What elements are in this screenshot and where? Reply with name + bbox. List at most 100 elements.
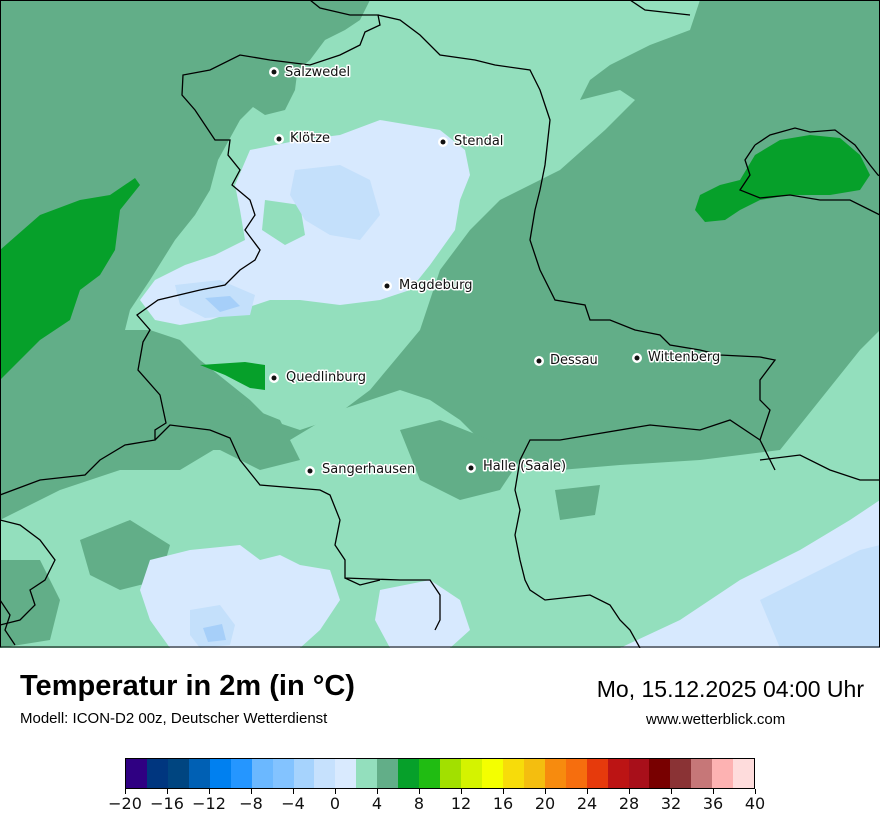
field-2-4-pocket-central [262,200,305,245]
field-4-6-west-pocket [0,560,60,648]
colorbar-tick-label: −20 [108,794,142,813]
colorbar-segment [712,759,734,788]
state-borders [0,0,880,648]
field-6-8-west [0,178,140,380]
city-halle[interactable]: Halle (Saale) [466,458,568,476]
field-4-6-halle-pocket [400,420,520,500]
svg-text:Sangerhausen: Sangerhausen [322,462,415,477]
colorbar-segment [335,759,357,788]
colorbar-tick [754,789,756,794]
field-4-6-halle-pocket-2 [555,485,600,520]
city-wittenberg[interactable]: Wittenberg [632,349,722,367]
colorbar-tick [124,789,126,794]
colorbar-segment [670,759,692,788]
field-m2-0-southeast [760,545,880,648]
svg-text:Salzwedel: Salzwedel [285,65,350,80]
colorbar-tick-label: 24 [576,794,598,813]
colorbar-segment [419,759,441,788]
colorbar-segment [314,759,336,788]
svg-text:Halle (Saale): Halle (Saale) [483,459,566,474]
city-magdeburg[interactable]: Magdeburg [382,277,474,295]
temperature-colorbar [125,758,755,789]
forecast-datetime: Mo, 15.12.2025 04:00 Uhr [596,676,864,702]
colorbar-segment [607,759,629,788]
colorbar-segment [502,759,524,788]
colorbar-segment [146,759,168,788]
city-quedlinburg[interactable]: Quedlinburg [269,369,368,387]
chart-title: Temperatur in 2m (in °C) [20,670,355,702]
temperature-map: Salzwedel Klötze Stendal Magdeburg Dessa… [0,0,880,648]
colorbar-tick-label: 32 [660,794,682,813]
colorbar-segment [272,759,294,788]
colorbar-segment [126,759,147,788]
model-info: Modell: ICON-D2 00z, Deutscher Wetterdie… [20,710,328,727]
colorbar-tick [670,789,672,794]
svg-text:Wittenberg: Wittenberg [648,350,720,365]
colorbar-segment [251,759,273,788]
colorbar-segment [167,759,189,788]
colorbar-tick-label: 0 [329,794,341,813]
svg-text:Stendal: Stendal [454,134,503,149]
colorbar-tick-label: 40 [744,794,766,813]
colorbar-tick-label: 20 [534,794,556,813]
colorbar-segment [398,759,420,788]
field-6-8-east [695,135,870,222]
colorbar-segment [230,759,252,788]
colorbar-ticks: −20 −16 −12 −8 −4 0 4 8 12 16 20 24 28 32 36 40 [108,789,765,829]
colorbar-segment [733,759,755,788]
city-salzwedel[interactable]: Salzwedel [269,64,352,82]
field-6-8-quedlinburg [200,362,265,390]
colorbar-segment [544,759,566,788]
colorbar-segment [188,759,210,788]
colorbar-segment [461,759,482,788]
colorbar-tick-label: −16 [150,794,184,813]
colorbar-tick [544,789,546,794]
city-stendal[interactable]: Stendal [438,133,505,151]
colorbar-tick-label: 16 [492,794,514,813]
field-m4-m2-west [205,296,240,312]
colorbar-tick [250,789,252,794]
svg-text:Dessau: Dessau [550,353,598,368]
website-link[interactable]: www.wetterblick.com [646,711,786,728]
colorbar-segment [565,759,587,788]
colorbar-tick [586,789,588,794]
colorbar-tick [502,789,504,794]
colorbar-segment [649,759,671,788]
colorbar-tick-label: 28 [618,794,640,813]
city-markers: Salzwedel Klötze Stendal Magdeburg Dessa… [269,64,722,479]
colorbar-tick [418,789,420,794]
colorbar-tick [628,789,630,794]
colorbar-segment [293,759,315,788]
field-m4-m2-south [203,624,226,642]
colorbar-tick [376,789,378,794]
colorbar-segment [377,759,399,788]
colorbar-segment [209,759,231,788]
field-0-2-central [140,120,470,325]
map-canvas: Salzwedel Klötze Stendal Magdeburg Dessa… [0,0,880,648]
colorbar-segment [440,759,461,788]
city-kloetze[interactable]: Klötze [274,130,332,148]
field-m2-0-central [290,165,380,240]
colorbar-tick [712,789,714,794]
colorbar-tick-label: 36 [702,794,724,813]
colorbar-tick-label: −12 [192,794,226,813]
colorbar-segment [628,759,650,788]
city-sangerhausen[interactable]: Sangerhausen [305,461,417,479]
field-0-2-south-2 [375,580,470,648]
field-4-6-center-west [170,400,300,470]
colorbar-tick-label: 4 [371,794,383,813]
colorbar-segment [691,759,713,788]
colorbar-segment [586,759,608,788]
colorbar-segment [523,759,545,788]
colorbar-tick [334,789,336,794]
svg-text:Magdeburg: Magdeburg [399,278,473,293]
colorbar-tick-label: −8 [239,794,263,813]
city-dessau[interactable]: Dessau [534,352,599,370]
colorbar-segment [481,759,503,788]
colorbar-tick [460,789,462,794]
colorbar-tick [166,789,168,794]
svg-text:Quedlinburg: Quedlinburg [286,370,366,385]
svg-text:Klötze: Klötze [290,131,330,146]
colorbar-tick-label: −4 [281,794,305,813]
colorbar-tick-label: 12 [450,794,472,813]
